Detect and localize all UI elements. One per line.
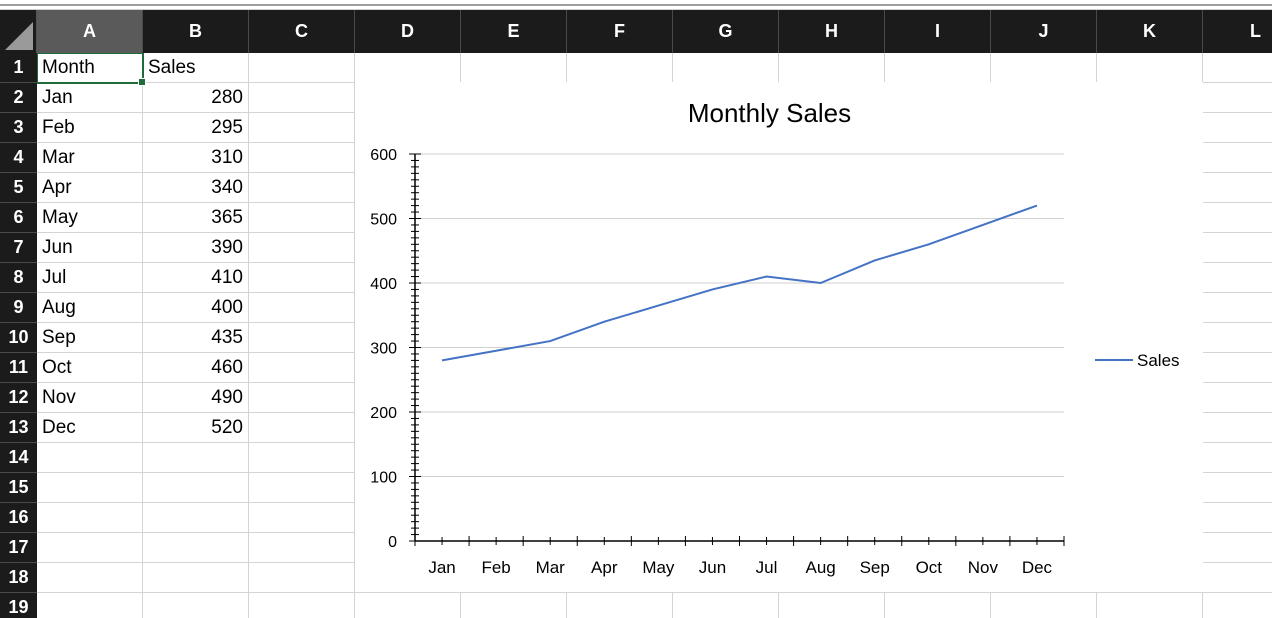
y-tick-label: 500 xyxy=(370,212,397,229)
row-header-14[interactable]: 14 xyxy=(0,443,37,473)
cell-month[interactable]: Jun xyxy=(42,237,73,258)
row-header-2[interactable]: 2 xyxy=(0,83,37,113)
column-header-g[interactable]: G xyxy=(673,10,779,53)
y-tick-label: 0 xyxy=(388,534,397,551)
x-tick-label: Nov xyxy=(968,558,999,577)
column-header-b[interactable]: B xyxy=(143,10,249,53)
cell-month[interactable]: Dec xyxy=(42,417,76,438)
cell-month[interactable]: Oct xyxy=(42,357,72,378)
cell-sales[interactable]: 390 xyxy=(211,237,243,258)
cell-a1-month-header[interactable]: Month xyxy=(42,57,95,78)
x-tick-label: Oct xyxy=(916,558,943,577)
grid-vline xyxy=(354,53,355,618)
cell-month[interactable]: Sep xyxy=(42,327,76,348)
row-header-3[interactable]: 3 xyxy=(0,113,37,143)
x-tick-label: Mar xyxy=(536,558,566,577)
top-strip xyxy=(0,0,1272,10)
fill-handle[interactable] xyxy=(138,78,146,86)
column-header-e[interactable]: E xyxy=(461,10,567,53)
cell-sales[interactable]: 410 xyxy=(211,267,243,288)
row-header-5[interactable]: 5 xyxy=(0,173,37,203)
column-header-i[interactable]: I xyxy=(885,10,991,53)
x-tick-label: May xyxy=(642,558,675,577)
row-header-9[interactable]: 9 xyxy=(0,293,37,323)
cell-month[interactable]: Aug xyxy=(42,297,76,318)
column-header-h[interactable]: H xyxy=(779,10,885,53)
grid-vline xyxy=(248,53,249,618)
cell-month[interactable]: Jul xyxy=(42,267,67,288)
cell-sales[interactable]: 295 xyxy=(211,117,243,138)
chart-title: Monthly Sales xyxy=(688,98,851,128)
row-header-4[interactable]: 4 xyxy=(0,143,37,173)
cell-month[interactable]: Mar xyxy=(42,147,75,168)
selected-cell-outline xyxy=(37,53,144,84)
row-header-16[interactable]: 16 xyxy=(0,503,37,533)
row-header-11[interactable]: 11 xyxy=(0,353,37,383)
cell-sales[interactable]: 310 xyxy=(211,147,243,168)
chart[interactable]: Monthly Sales 0 100 200 300 400 500 600 Jan Feb Ma… xyxy=(355,82,1203,592)
row-header-17[interactable]: 17 xyxy=(0,533,37,563)
cell-month[interactable]: Apr xyxy=(42,177,72,198)
x-tick-label: Jun xyxy=(699,558,726,577)
cell-month[interactable]: Jan xyxy=(42,87,73,108)
row-header-19[interactable]: 19 xyxy=(0,593,37,618)
cell-b1-sales-header[interactable]: Sales xyxy=(148,57,196,78)
column-header-d[interactable]: D xyxy=(355,10,461,53)
row-header-15[interactable]: 15 xyxy=(0,473,37,503)
row-header-7[interactable]: 7 xyxy=(0,233,37,263)
cell-sales[interactable]: 460 xyxy=(211,357,243,378)
x-tick-label: Sep xyxy=(860,558,890,577)
y-tick-label: 600 xyxy=(370,147,397,164)
cell-month[interactable]: Feb xyxy=(42,117,75,138)
y-tick-label: 200 xyxy=(370,405,397,422)
row-headers: 1 2 3 4 5 6 7 8 9 10 11 12 13 14 15 16 17 18 19 xyxy=(0,53,37,618)
y-tick-label: 400 xyxy=(370,276,397,293)
x-tick-label: Feb xyxy=(481,558,510,577)
x-tick-label: Aug xyxy=(806,558,836,577)
row-header-12[interactable]: 12 xyxy=(0,383,37,413)
row-header-1[interactable]: 1 xyxy=(0,53,37,83)
x-tick-label: Apr xyxy=(591,558,618,577)
row-header-18[interactable]: 18 xyxy=(0,563,37,593)
cell-sales[interactable]: 520 xyxy=(211,417,243,438)
series-line-sales[interactable] xyxy=(441,204,1038,362)
y-tick-label: 300 xyxy=(370,341,397,358)
cell-sales[interactable]: 340 xyxy=(211,177,243,198)
cell-sales[interactable]: 435 xyxy=(211,327,243,348)
x-tick-label: Jul xyxy=(756,558,778,577)
chart-svg: Monthly Sales 0 100 200 300 400 500 600 Jan Feb Ma… xyxy=(370,98,1180,577)
row-header-10[interactable]: 10 xyxy=(0,323,37,353)
column-header-c[interactable]: C xyxy=(249,10,355,53)
cell-sales[interactable]: 365 xyxy=(211,207,243,228)
grid-hline xyxy=(37,592,1272,593)
select-all-corner[interactable] xyxy=(0,10,37,53)
column-header-k[interactable]: K xyxy=(1097,10,1203,53)
column-header-f[interactable]: F xyxy=(567,10,673,53)
cell-sales[interactable]: 490 xyxy=(211,387,243,408)
grid-vline xyxy=(142,53,143,618)
row-header-8[interactable]: 8 xyxy=(0,263,37,293)
row-header-6[interactable]: 6 xyxy=(0,203,37,233)
y-tick-label: 100 xyxy=(370,470,397,487)
legend-label[interactable]: Sales xyxy=(1137,351,1180,370)
column-header-j[interactable]: J xyxy=(991,10,1097,53)
column-header-a[interactable]: A xyxy=(37,10,143,53)
x-tick-label: Dec xyxy=(1022,558,1053,577)
cell-sales[interactable]: 280 xyxy=(211,87,243,108)
cell-month[interactable]: May xyxy=(42,207,78,228)
row-header-13[interactable]: 13 xyxy=(0,413,37,443)
cell-month[interactable]: Nov xyxy=(42,387,76,408)
column-header-l[interactable]: L xyxy=(1203,10,1272,53)
cell-sales[interactable]: 400 xyxy=(211,297,243,318)
x-tick-label: Jan xyxy=(428,558,455,577)
